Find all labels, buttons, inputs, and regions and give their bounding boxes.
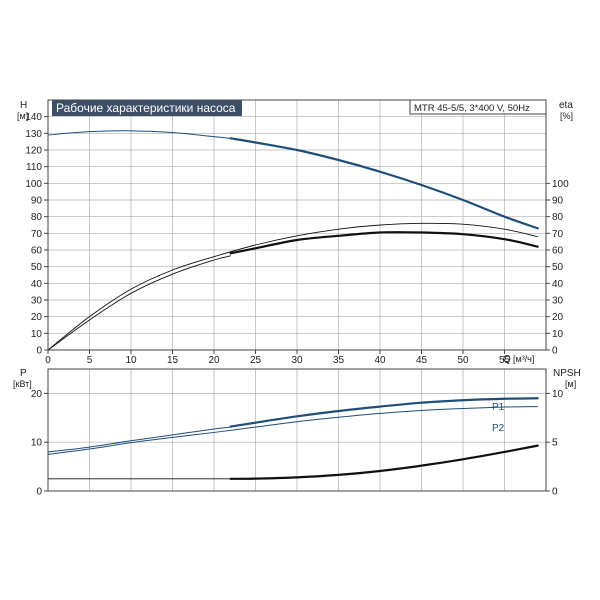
top-y2-tick-label: 80: [552, 212, 564, 223]
x-tick-label: 55: [499, 355, 511, 366]
top-y-tick-label: 120: [25, 146, 42, 157]
top-y-tick-label: 0: [36, 346, 42, 357]
x-tick-label: 15: [167, 355, 179, 366]
top-panel-series: [47, 130, 539, 351]
top-y-axis-label: H: [20, 100, 27, 111]
top-y-tick-label: 20: [31, 312, 43, 323]
top-y2-axis-unit: [%]: [560, 111, 573, 121]
top-y-tick-label: 10: [31, 329, 43, 340]
top-y-tick-label: 40: [31, 279, 43, 290]
bottom-y-tick-label: 10: [31, 438, 43, 449]
top-y-tick-label: 50: [31, 262, 43, 273]
top-y2-tick-label: 60: [552, 246, 564, 257]
bottom-series-4-line: [229, 444, 539, 480]
x-tick-label: 5: [87, 355, 93, 366]
chart-subtitle: MTR 45-5/5, 3*400 V, 50Hz: [414, 103, 530, 114]
top-y2-tick-label: 0: [552, 346, 558, 357]
top-series-0-line: [47, 130, 232, 139]
top-y-axis-unit: [м]: [17, 111, 28, 121]
x-tick-label: 50: [457, 355, 469, 366]
series-label-p2: P2: [492, 423, 505, 434]
top-series-4-line: [229, 231, 539, 255]
top-y2-tick-label: 50: [552, 262, 564, 273]
top-y2-tick-label: 90: [552, 196, 564, 207]
top-y-tick-label: 130: [25, 129, 42, 140]
top-y-tick-label: 70: [31, 229, 43, 240]
top-y2-tick-label: 30: [552, 296, 564, 307]
top-y-tick-label: 80: [31, 212, 43, 223]
top-y-tick-label: 30: [31, 296, 43, 307]
top-series-3-line: [47, 255, 232, 351]
bottom-panel-ticks: 0 10 20 0 5 10: [31, 389, 564, 498]
series-label-p1: P1: [492, 402, 505, 413]
x-tick-label: 0: [45, 355, 51, 366]
x-axis-label: Q: [503, 354, 511, 365]
chart-title: Рабочие характеристики насоса: [56, 101, 236, 115]
bottom-y-tick-label: 0: [36, 487, 42, 498]
x-tick-label: 40: [374, 355, 386, 366]
bottom-y2-tick-label: 0: [552, 487, 558, 498]
bottom-y-tick-label: 20: [31, 389, 43, 400]
top-series-1-line: [229, 137, 539, 230]
top-y-tick-label: 100: [25, 179, 42, 190]
bottom-y2-tick-label: 10: [552, 389, 564, 400]
top-y2-tick-label: 10: [552, 329, 564, 340]
top-y2-tick-label: 40: [552, 279, 564, 290]
top-y-tick-label: 140: [25, 112, 42, 123]
x-tick-label: 10: [125, 355, 137, 366]
top-y-tick-label: 60: [31, 246, 43, 257]
x-tick-label: 35: [333, 355, 345, 366]
bottom-y-axis-unit: [кВт]: [13, 379, 32, 389]
top-panel-ticks: 0102030405060708090100110120130140010203…: [25, 112, 569, 366]
bottom-series-1-line: [229, 397, 539, 428]
top-y2-tick-label: 70: [552, 229, 564, 240]
top-y-tick-label: 110: [26, 162, 42, 173]
top-series-2-line: [47, 222, 539, 351]
bottom-y2-axis-unit: [м]: [565, 379, 576, 389]
x-tick-label: 30: [291, 355, 303, 366]
chart-title-box: [52, 100, 242, 116]
bottom-panel-series: [47, 397, 539, 480]
bottom-y2-axis-label: NPSH: [553, 368, 581, 379]
bottom-panel-frame: [47, 368, 547, 492]
top-y2-axis-label: eta: [559, 100, 573, 111]
x-tick-label: 45: [416, 355, 428, 366]
top-y2-tick-label: 20: [552, 312, 564, 323]
x-tick-label: 25: [250, 355, 262, 366]
chart-subtitle-box: [409, 99, 547, 115]
x-tick-label: 20: [208, 355, 220, 366]
x-axis-unit: [м³/ч]: [513, 354, 534, 364]
bottom-series-2-line: [47, 406, 539, 455]
bottom-series-0-line: [47, 426, 232, 453]
top-y2-tick-label: 100: [552, 179, 569, 190]
top-y-tick-label: 90: [31, 196, 43, 207]
bottom-y2-tick-label: 5: [552, 438, 558, 449]
bottom-y-axis-label: P: [20, 368, 27, 379]
